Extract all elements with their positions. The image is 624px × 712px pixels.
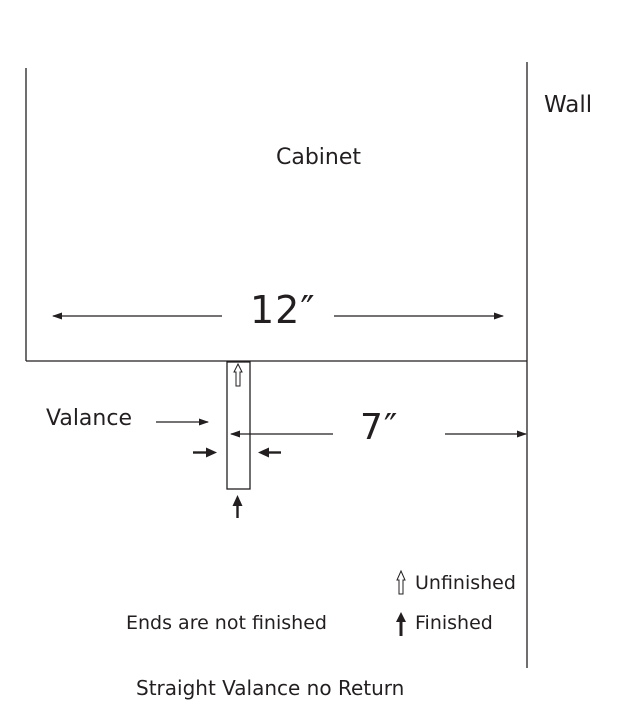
finished-arrow-left-head — [206, 447, 217, 458]
diagram-caption: Straight Valance no Return — [136, 676, 405, 700]
finished-arrow-right-head — [258, 447, 269, 458]
valance-board — [226, 361, 251, 490]
legend-unfinished-arrow-icon — [396, 569, 406, 595]
wall-label: Wall — [544, 92, 593, 118]
legend-finished-arrow-icon — [396, 612, 406, 636]
valance-unfinished-arrow-icon — [233, 362, 243, 387]
finished-arrow-bottom-head — [232, 495, 243, 506]
cabinet-label: Cabinet — [276, 145, 362, 170]
width-dimension-label: 12″ — [250, 288, 316, 332]
ends-note: Ends are not finished — [126, 612, 327, 634]
offset-dimension-label: 7″ — [360, 407, 399, 448]
legend-unfinished-label: Unfinished — [415, 572, 516, 594]
valance-label: Valance — [46, 406, 132, 431]
legend-finished-label: Finished — [415, 612, 493, 634]
